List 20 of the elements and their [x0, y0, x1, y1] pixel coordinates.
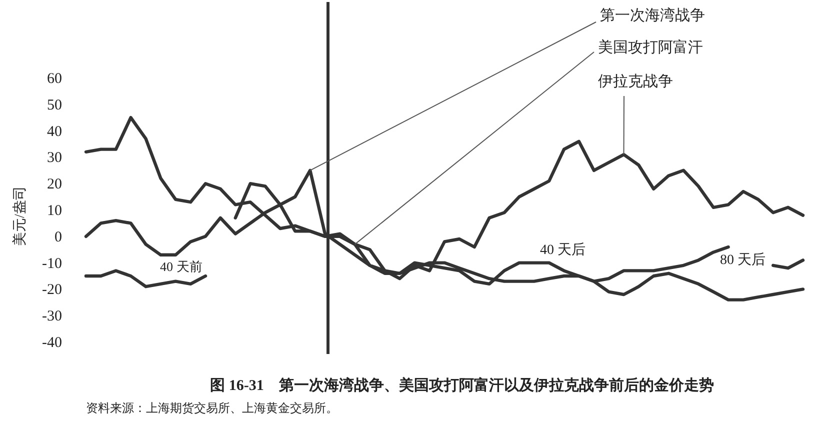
annotation: 40 天前: [160, 259, 202, 274]
text: 资料来源：上海期货交易所、上海黄金交易所。: [86, 401, 338, 415]
y-tick-label: 60: [47, 71, 62, 87]
text: 第一次海湾战争: [600, 7, 705, 24]
y-tick-label: -40: [42, 335, 62, 351]
y-tick-label: 20: [47, 176, 62, 193]
y-tick-label: 40: [47, 124, 62, 140]
text: 伊拉克战争: [598, 73, 673, 90]
y-tick-label: 0: [54, 229, 62, 246]
y-tick-label: 10: [47, 203, 62, 219]
y-tick-label: -10: [42, 256, 62, 272]
y-tick-label: 30: [47, 150, 62, 166]
y-tick-label: 50: [47, 97, 62, 114]
annotation: 40 天后: [540, 242, 586, 258]
text: 美国攻打阿富汗: [598, 39, 703, 56]
annotation: 80 天后: [720, 252, 766, 268]
y-tick-label: -20: [42, 282, 62, 298]
text: 图 16-31 第一次海湾战争、美国攻打阿富汗以及伊拉克战争前后的金价走势: [210, 376, 714, 394]
y-axis-title: 美元/盎司: [12, 186, 28, 246]
y-tick-label: -30: [42, 308, 62, 325]
